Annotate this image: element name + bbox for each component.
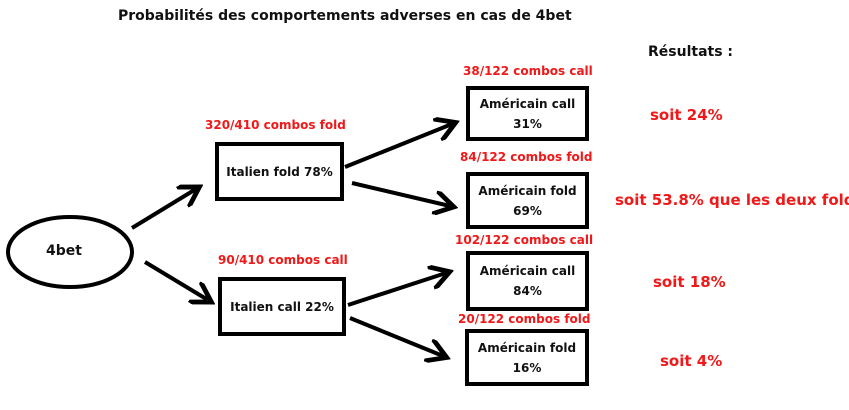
- diagram-title: Probabilités des comportements adverses …: [118, 8, 572, 24]
- americain-combos-3: 102/122 combos call: [455, 233, 594, 247]
- americain-pct-2: 69%: [513, 203, 542, 218]
- americain-node-2: Américain fold 69%: [466, 172, 589, 229]
- arrow-call-to-am-call: [347, 273, 446, 307]
- americain-node-3: Américain call 84%: [466, 251, 589, 311]
- results-heading: Résultats :: [648, 44, 734, 60]
- root-node-ellipse: [6, 215, 134, 289]
- americain-pct-4: 16%: [512, 360, 542, 375]
- result-2: soit 53.8% que les deux fold: [615, 191, 849, 209]
- root-node-label: 4bet: [46, 243, 82, 259]
- americain-combos-4: 20/122 combos fold: [458, 312, 591, 326]
- arrow-fold-to-am-call: [344, 124, 452, 169]
- result-3: soit 18%: [653, 273, 726, 291]
- italien-fold-node: Italien fold 78%: [215, 142, 344, 201]
- result-4: soit 4%: [660, 352, 723, 370]
- italien-call-label: Italien call 22%: [230, 299, 334, 314]
- americain-node-1: Américain call 31%: [466, 86, 589, 141]
- arrow-root-to-call: [143, 260, 208, 300]
- americain-combos-2: 84/122 combos fold: [460, 150, 593, 164]
- result-1: soit 24%: [650, 106, 723, 124]
- americain-combos-1: 38/122 combos call: [463, 64, 593, 78]
- italien-call-combos: 90/410 combos call: [218, 253, 348, 267]
- americain-pct-3: 84%: [513, 284, 542, 298]
- americain-label-2: Américain fold: [478, 183, 577, 198]
- italien-fold-combos: 320/410 combos fold: [205, 118, 346, 132]
- americain-pct-1: 31%: [513, 116, 542, 131]
- americain-node-4: Américain fold 16%: [465, 329, 589, 386]
- arrow-root-to-fold: [130, 189, 196, 230]
- italien-fold-label: Italien fold 78%: [226, 164, 333, 179]
- arrow-call-to-am-fold: [349, 316, 443, 356]
- italien-call-node: Italien call 22%: [218, 277, 346, 336]
- arrow-fold-to-am-fold: [351, 181, 450, 206]
- americain-label-3: Américain call: [479, 264, 576, 278]
- americain-label-1: Américain call: [479, 96, 576, 111]
- americain-label-4: Américain fold: [477, 340, 577, 355]
